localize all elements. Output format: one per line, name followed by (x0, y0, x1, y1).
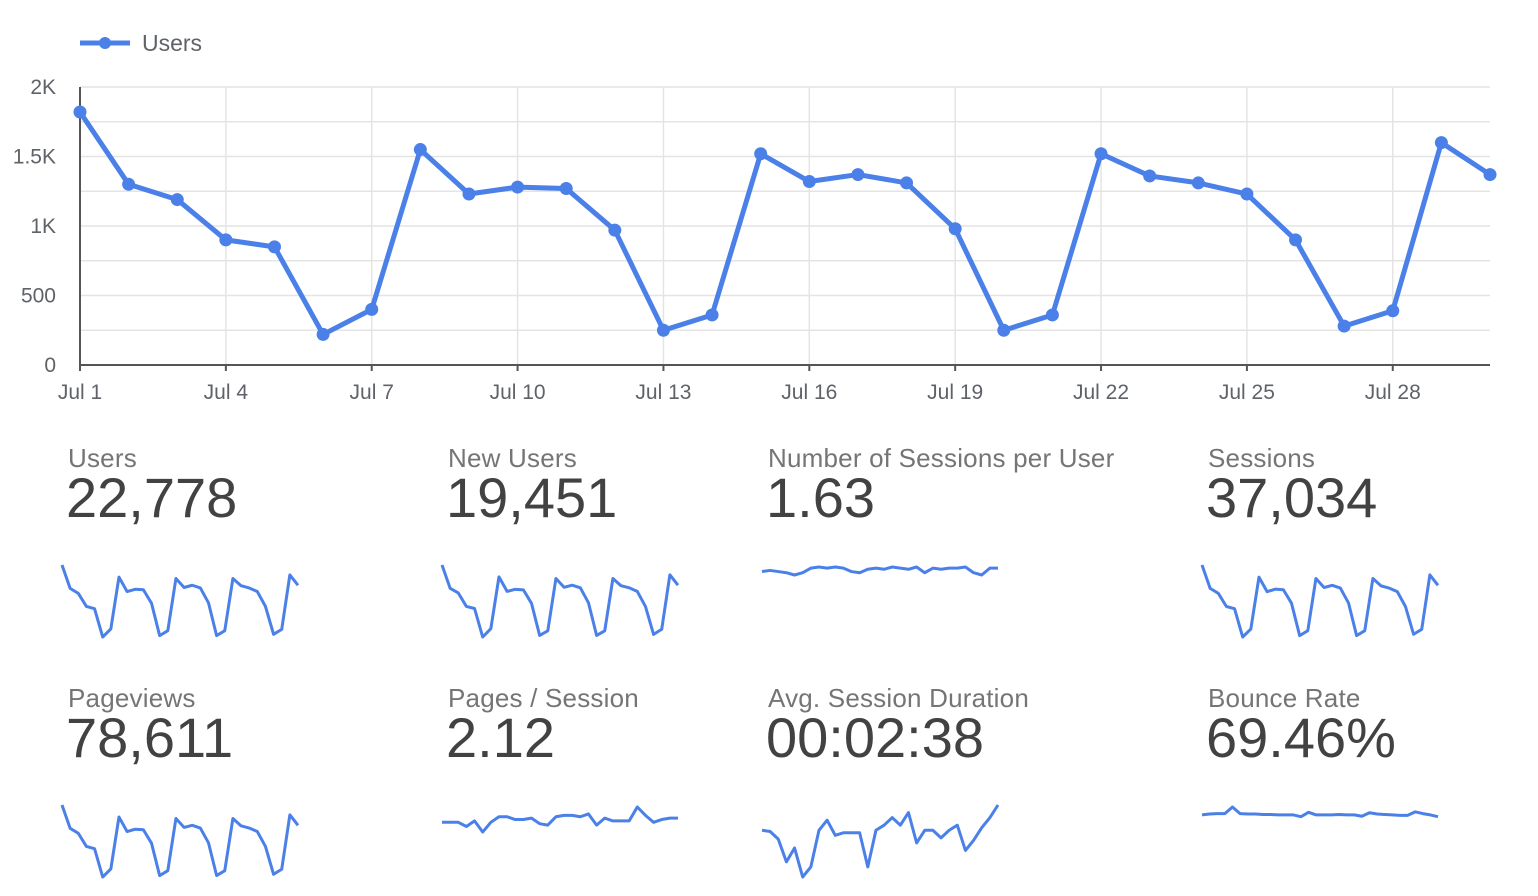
grid (80, 86, 1490, 365)
users-data-point[interactable] (802, 175, 816, 189)
metric-sparkline (440, 564, 680, 639)
x-tick-label: Jul 22 (1073, 381, 1129, 404)
sparkline-line (761, 565, 998, 577)
users-data-point[interactable] (267, 240, 281, 254)
sparkline-line (761, 804, 1000, 879)
users-data-point[interactable] (1045, 308, 1059, 322)
metric-sparkline (60, 804, 300, 879)
x-tick-label: Jul 19 (927, 381, 983, 404)
users-data-point[interactable] (656, 323, 670, 337)
x-tick-label: Jul 25 (1219, 381, 1275, 404)
users-data-point[interactable] (997, 323, 1011, 337)
metric-value: 1.63 (766, 466, 875, 529)
users-data-point[interactable] (413, 143, 427, 157)
legend-marker (99, 37, 111, 49)
metric-label: Pages / Session (448, 683, 639, 713)
metric-sparkline (761, 804, 1000, 879)
users-data-point[interactable] (1143, 169, 1157, 183)
metric-label: New Users (448, 443, 577, 473)
metric-card[interactable]: Pageviews 78,611 (60, 683, 368, 883)
metric-label: Users (68, 443, 137, 473)
x-tick-label: Jul 4 (204, 381, 249, 404)
users-data-point[interactable] (1289, 233, 1303, 247)
users-data-point[interactable] (900, 176, 914, 190)
metric-value: 19,451 (446, 466, 618, 529)
x-tick-label: Jul 1 (58, 381, 102, 404)
users-data-point[interactable] (1483, 168, 1497, 182)
metric-sparkline (1200, 564, 1440, 639)
x-tick-label: Jul 16 (781, 381, 837, 404)
metric-value: 2.12 (446, 706, 555, 769)
metric-card[interactable]: Sessions 37,034 (1200, 443, 1508, 643)
metric-card[interactable]: Bounce Rate 69.46% (1201, 683, 1508, 883)
users-data-point[interactable] (559, 181, 573, 195)
metric-card[interactable]: Number of Sessions per User 1.63 (761, 443, 1114, 643)
metric-sparkline (761, 565, 998, 577)
metric-sparkline (1201, 805, 1439, 819)
metric-value: 37,034 (1206, 466, 1378, 529)
users-data-point[interactable] (1386, 304, 1400, 318)
users-data-point[interactable] (1094, 147, 1108, 161)
legend-label: Users (142, 30, 202, 56)
sparkline-line (60, 564, 300, 639)
metric-label: Bounce Rate (1208, 683, 1361, 713)
users-data-point[interactable] (1191, 176, 1205, 190)
users-data-point[interactable] (511, 180, 525, 194)
metric-card[interactable]: New Users 19,451 (440, 443, 748, 643)
users-data-point[interactable] (851, 168, 865, 182)
metric-card[interactable]: Users 22,778 (60, 443, 368, 643)
chart-legend[interactable]: Users (80, 30, 202, 56)
users-data-point[interactable] (1337, 319, 1351, 333)
metric-value: 78,611 (66, 706, 234, 769)
users-data-point[interactable] (122, 177, 136, 191)
x-tick-label: Jul 10 (490, 381, 546, 404)
users-data-point[interactable] (73, 105, 87, 119)
metric-label: Avg. Session Duration (768, 683, 1029, 713)
users-data-point[interactable] (705, 308, 719, 322)
metric-label: Number of Sessions per User (768, 443, 1115, 473)
users-data-point[interactable] (462, 187, 476, 201)
sparkline-line (1201, 805, 1439, 819)
metric-value: 69.46% (1206, 706, 1396, 769)
metric-label: Sessions (1208, 443, 1316, 473)
y-tick-label: 2K (30, 76, 56, 99)
y-tick-label: 500 (21, 285, 56, 308)
metric-sparkline (60, 564, 300, 639)
y-tick-label: 1K (30, 215, 56, 238)
sparkline-line (442, 805, 678, 834)
users-data-point[interactable] (170, 193, 184, 207)
users-data-point[interactable] (365, 302, 379, 316)
x-tick-label: Jul 28 (1365, 381, 1421, 404)
x-tick-label: Jul 7 (350, 381, 394, 404)
metric-value: 22,778 (66, 466, 238, 529)
users-data-point[interactable] (608, 223, 622, 237)
metric-label: Pageviews (68, 683, 196, 713)
users-data-point[interactable] (219, 233, 233, 247)
sparkline-line (1200, 564, 1440, 639)
metric-card[interactable]: Pages / Session 2.12 (442, 683, 748, 883)
users-data-point[interactable] (1240, 187, 1254, 201)
metric-card[interactable]: Avg. Session Duration 00:02:38 (761, 683, 1068, 883)
users-data-point[interactable] (948, 222, 962, 236)
users-line-chart: Users 0 500 1K 1.5K 2K Jul 1 Jul 4 Jul 7 Jul 10 J… (13, 30, 1497, 404)
axes: 0 500 1K 1.5K 2K Jul 1 Jul 4 Jul 7 Jul 10 Jul 13 J… (13, 76, 1490, 404)
x-tick-label: Jul 13 (635, 381, 691, 404)
users-series (73, 105, 1497, 341)
users-series-line (77, 110, 1492, 337)
users-data-point[interactable] (316, 327, 330, 341)
metric-sparkline (442, 805, 678, 834)
users-data-point[interactable] (1434, 136, 1448, 150)
users-data-point[interactable] (754, 147, 768, 161)
sparkline-line (60, 804, 300, 879)
y-tick-label: 1.5K (13, 146, 56, 169)
sparkline-line (440, 564, 680, 639)
metric-value: 00:02:38 (766, 706, 984, 769)
y-tick-label: 0 (44, 354, 56, 377)
